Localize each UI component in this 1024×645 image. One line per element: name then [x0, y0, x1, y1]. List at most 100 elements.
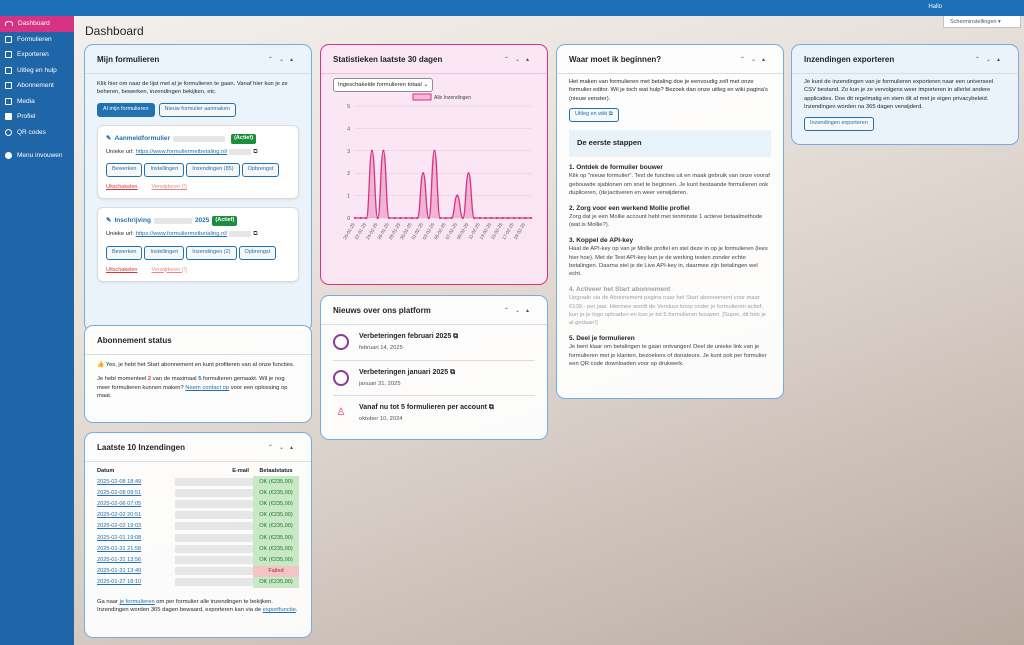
sidebar-item-formulieren[interactable]: Formulieren	[0, 32, 74, 48]
settings-button[interactable]: Instellingen	[144, 245, 185, 260]
data-point	[376, 217, 379, 220]
data-point	[456, 194, 459, 198]
disable-link[interactable]: Uitschakelen	[106, 184, 138, 191]
collapse-menu[interactable]: Menu invouwen	[0, 148, 74, 164]
data-point	[365, 217, 368, 220]
sidebar-item-abonnement[interactable]: Abonnement	[0, 78, 74, 94]
greeting[interactable]: Hallo	[928, 4, 942, 10]
revenue-button[interactable]: Opbrengst	[241, 163, 280, 178]
chevron-down-icon: ⌄	[423, 82, 429, 88]
delete-link[interactable]: Verwijderen (!)	[151, 266, 187, 273]
payment-status: OK (€235,00)	[253, 532, 299, 544]
submission-date[interactable]: 2025-02-02 19:03	[97, 523, 142, 530]
revenue-button[interactable]: Opbrengst	[238, 245, 277, 260]
help-icon	[5, 66, 12, 74]
payment-status: OK (€235,00)	[253, 576, 299, 588]
step-text: Zorg dat je een Mollie account hebt met …	[569, 214, 763, 229]
submission-date[interactable]: 2025-02-08 09:51	[97, 489, 142, 496]
email-cell	[153, 521, 253, 532]
submission-date[interactable]: 2025-01-31 21:58	[97, 545, 142, 552]
card-controls-icon[interactable]: ⌃⌄▴	[267, 444, 299, 451]
news-item[interactable]: Verbeteringen februari 2025 ⧉ februari 14…	[333, 325, 535, 361]
data-point	[518, 217, 521, 220]
subscription-card: Abonnement status 👍 Yes, je hebt het Sta…	[84, 325, 312, 423]
email-cell	[153, 566, 253, 577]
submission-date[interactable]: 2025-02-06 07:05	[97, 501, 142, 508]
export-button[interactable]: Inzendingen exporteren	[804, 116, 874, 131]
contact-link[interactable]: Neem contact op	[185, 384, 230, 391]
sidebar-item-dashboard[interactable]: Dashboard	[0, 16, 74, 32]
email-cell	[153, 476, 253, 487]
card-controls-icon[interactable]: ⌃⌄▴	[267, 56, 299, 63]
card-controls-icon[interactable]: ⌃⌄▴	[503, 307, 535, 314]
external-link-icon[interactable]: ⧉	[253, 231, 258, 238]
card-controls-icon[interactable]: ⌃⌄▴	[739, 56, 771, 63]
payment-status: OK (€235,00)	[253, 509, 299, 521]
card-title: Laatste 10 Inzendingen	[97, 442, 186, 452]
data-point	[501, 217, 504, 220]
form-name[interactable]: Inschrijving	[114, 217, 151, 225]
submission-date[interactable]: 2025-02-08 18:49	[97, 478, 142, 485]
submission-date[interactable]: 2025-02-01 19:08	[97, 534, 142, 541]
steps-heading: De eerste stappen	[569, 130, 771, 158]
external-link-icon: ⧉	[488, 404, 494, 412]
step-title: 1. Ontdek de formulier bouwer	[569, 164, 663, 172]
edit-button[interactable]: Bewerken	[106, 245, 143, 260]
data-point	[427, 217, 430, 220]
external-link-icon[interactable]: ⧉	[253, 148, 258, 155]
disable-link[interactable]: Uitschakelen	[106, 266, 138, 273]
external-link-icon: ⧉	[453, 333, 459, 340]
sidebar-item-uitleg[interactable]: Uitleg en hulp	[0, 63, 74, 79]
y-tick-label: 5	[347, 104, 350, 110]
sidebar-item-qr[interactable]: QR codes	[0, 125, 74, 141]
news-item[interactable]: Verbeteringen januari 2025 ⧉ januari 31, …	[333, 361, 535, 397]
submissions-button[interactable]: Inzendingen (2)	[186, 245, 237, 260]
settings-button[interactable]: Instellingen	[144, 163, 185, 178]
changelog-logo	[333, 369, 349, 386]
submissions-chart: Alle Inzendingen01234520-01-2522-01-2524…	[342, 93, 533, 241]
card-controls-icon[interactable]: ⌃⌄▴	[974, 56, 1006, 63]
card-title: Waar moet ik beginnen?	[569, 54, 662, 64]
news-item[interactable]: ♙ Vanaf nu tot 5 formulieren per account …	[333, 396, 535, 431]
form-url[interactable]: https://www.formuliermetbetaling.nl/	[135, 231, 228, 238]
edit-button[interactable]: Bewerken	[106, 163, 143, 178]
submissions-button[interactable]: Inzendingen (85)	[186, 163, 240, 178]
sidebar-item-media[interactable]: Media	[0, 94, 74, 110]
submission-date[interactable]: 2025-01-27 18:10	[97, 579, 142, 586]
data-point	[393, 217, 396, 220]
status-badge: (Actief)	[231, 133, 257, 144]
column-header: Betaalstatus	[259, 468, 293, 474]
payment-status: OK (€235,00)	[253, 498, 299, 510]
stats-card: Statistieken laatste 30 dagen ⌃⌄▴ Ingesch…	[320, 44, 548, 285]
card-controls-icon[interactable]: ⌃⌄▴	[503, 56, 535, 63]
y-tick-label: 0	[347, 216, 350, 222]
submissions-table: Datum E-mail Betaalstatus 2025-02-08 18:…	[97, 466, 299, 588]
submission-date[interactable]: 2025-01-31 13:49	[97, 568, 142, 575]
external-link-icon: ⧉	[450, 368, 456, 376]
card-title: Mijn formulieren	[97, 54, 160, 64]
intro-text: Klik hier om naar de lijst met al je for…	[97, 81, 288, 96]
screen-options-button[interactable]: Scherminstellingen ▾	[943, 16, 1021, 28]
all-forms-button[interactable]: Al mijn formulieren	[97, 102, 155, 117]
submission-date[interactable]: 2025-02-02 20:51	[97, 512, 142, 519]
forms-select[interactable]: Ingeschakelde formulieren totaal ⌄	[333, 78, 434, 93]
form-name[interactable]: Aanmeldformulier	[114, 135, 171, 143]
sidebar-item-profiel[interactable]: Profiel	[0, 109, 74, 125]
delete-link[interactable]: Verwijderen (!)	[151, 184, 187, 191]
table-row: 2025-02-06 07:05 OK (€235,00)	[97, 498, 299, 510]
data-point	[404, 217, 408, 220]
export-link[interactable]: exportfunctie	[262, 607, 296, 614]
sidebar-item-exporteren[interactable]: Exporteren	[0, 47, 74, 63]
new-form-button[interactable]: Nieuw formulier aanmaken	[158, 102, 236, 117]
forms-link[interactable]: je formulieren	[119, 598, 155, 605]
table-row: 2025-02-02 19:03 OK (€235,00)	[97, 520, 299, 533]
step-title: 4. Activeer het Start abonnement	[569, 285, 671, 293]
submission-date[interactable]: 2025-01-31 13:56	[97, 556, 142, 563]
table-row: 2025-01-31 21:58 OK (€235,00)	[97, 543, 299, 555]
card-title: Nieuws over ons platform	[333, 305, 431, 315]
wiki-button[interactable]: Uitleg en wiki ⧉	[569, 108, 619, 123]
collapse-icon	[5, 152, 12, 160]
data-point	[478, 217, 482, 220]
form-url[interactable]: https://www.formuliermetbetaling.nl/	[135, 148, 228, 155]
table-row: 2025-02-08 09:51 OK (€235,00)	[97, 487, 299, 499]
